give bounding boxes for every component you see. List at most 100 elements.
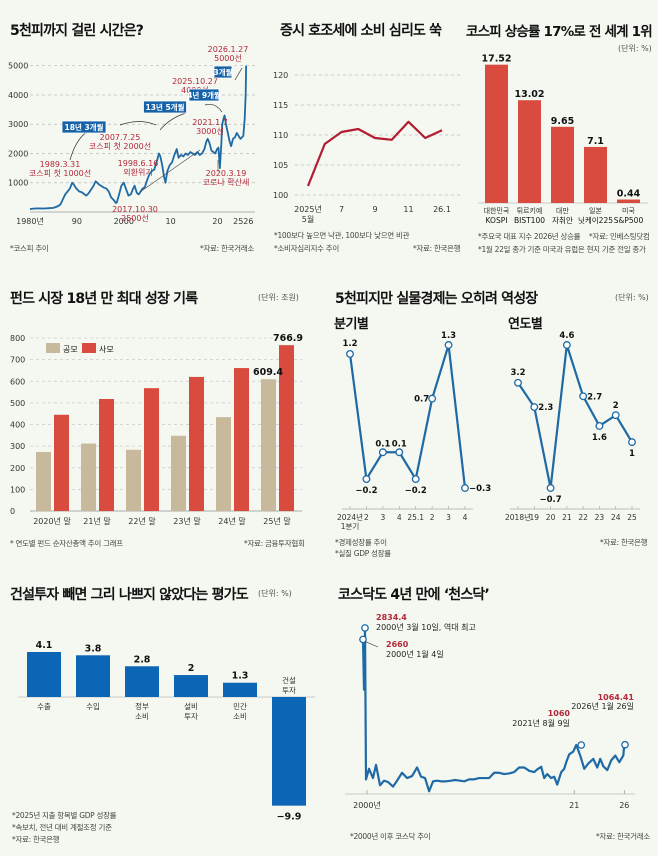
annotation-value: 1064.41 bbox=[598, 693, 635, 702]
y-tick-label: 200 bbox=[10, 464, 25, 473]
leader-line bbox=[364, 641, 379, 648]
annotation-value: 2834.4 bbox=[376, 613, 407, 622]
data-point bbox=[562, 341, 571, 349]
category-label: 소비 bbox=[135, 712, 149, 721]
bar-value-label: 9.65 bbox=[551, 116, 574, 127]
x-tick-label: 5월 bbox=[302, 214, 314, 224]
construction-unit: (단위: %) bbox=[258, 589, 292, 598]
data-point bbox=[530, 403, 539, 412]
kospi-panel: 5천피까지 걸린 시간은? 1000 2000 3000 4000 5000 1980년 9… bbox=[0, 0, 265, 270]
x-tick-label: 20 bbox=[546, 513, 556, 522]
arrow bbox=[204, 103, 223, 113]
y-tick-label: 500 bbox=[10, 399, 25, 408]
bar-value-label: 2.8 bbox=[134, 654, 151, 665]
x-tick-label: 4 bbox=[463, 513, 468, 522]
annotation-label: 2026년 1월 26일 bbox=[571, 701, 634, 711]
data-point bbox=[514, 378, 522, 387]
annotation-value: 1060 bbox=[548, 709, 571, 718]
annotation-date: 2007.7.25 bbox=[100, 133, 141, 142]
data-label: 3.2 bbox=[510, 368, 525, 378]
category-label: 대한민국 bbox=[484, 206, 510, 215]
x-tick-label: 3 bbox=[380, 513, 385, 522]
bar-사모 bbox=[189, 376, 204, 511]
x-tick-label: 25 bbox=[627, 513, 637, 522]
annotation-label: 2000년 3월 10일, 역대 최고 bbox=[376, 622, 476, 632]
data-point bbox=[395, 448, 404, 457]
kosdaq-line bbox=[361, 626, 626, 793]
y-tick-label: 800 bbox=[10, 334, 25, 343]
badge bbox=[188, 88, 220, 102]
category-label: 건설 bbox=[282, 675, 296, 685]
fund-unit: (단위: 조원) bbox=[258, 293, 299, 302]
badge bbox=[61, 120, 107, 134]
kospi-source: *자료: 한국거래소 bbox=[200, 244, 254, 253]
csi-panel: 증시 호조세에 소비 심리도 쑥 100 105 110 115 120 2025년 5월 7… bbox=[270, 0, 465, 270]
x-tick-label: 25.1 bbox=[407, 513, 424, 522]
y-tick-label: 110 bbox=[273, 131, 288, 140]
annotation-date: 2021.1.7 bbox=[192, 118, 228, 127]
category-label: 민간 bbox=[233, 701, 247, 711]
x-tick-label: 24년 말 bbox=[218, 516, 246, 526]
gdp-note-2: *실질 GDP 성장률 bbox=[335, 549, 391, 558]
gdp-source: *자료: 한국은행 bbox=[600, 538, 648, 547]
data-label: −0.3 bbox=[469, 484, 491, 494]
returns-note-1: *주요국 대표 지수 2026년 상승률 bbox=[478, 232, 581, 241]
badge bbox=[143, 100, 187, 114]
fund-panel: 펀드 시장 18년 만 최대 성장 기록 (단위: 조원) 0 100 200 300… bbox=[0, 280, 320, 560]
fund-chart: 0 100 200 300 400 500 600 700 800 2020년 말 21년 말 22년… bbox=[10, 333, 303, 526]
kospi-title: 5천피까지 걸린 시간은? bbox=[10, 23, 144, 39]
data-point bbox=[444, 341, 453, 349]
bar-value-label: 1.3 bbox=[232, 671, 249, 682]
y-tick-label: 105 bbox=[273, 161, 288, 170]
highlight-point bbox=[621, 740, 629, 749]
highlight-point bbox=[577, 741, 586, 749]
category-label: 튀르키예 bbox=[517, 206, 543, 215]
x-tick-label: 26 bbox=[619, 801, 629, 810]
bar-사모 bbox=[279, 345, 294, 511]
data-point bbox=[611, 411, 620, 420]
bar-value-label: 2 bbox=[188, 663, 195, 674]
data-label: 1.3 bbox=[441, 331, 456, 341]
category-label: 수출 bbox=[37, 701, 51, 711]
construction-note-1: *2025년 지출 항목별 GDP 성장률 bbox=[12, 811, 117, 820]
x-tick-label: 2018년 bbox=[505, 512, 531, 522]
y-tick-label: 400 bbox=[10, 421, 25, 430]
fund-note: * 연도별 펀드 순자산총액 추이 그래프 bbox=[10, 539, 123, 548]
bar-value-label: 0.44 bbox=[617, 189, 641, 200]
returns-note-2: *1월 22일 종가 기준 미국과 유럽은 현지 기준 전일 종가 bbox=[478, 245, 646, 254]
bar-사모 bbox=[99, 398, 114, 511]
annotation-label: 2500선 bbox=[121, 214, 149, 223]
category-label: 수입 bbox=[86, 702, 100, 711]
x-tick-label: 2000 bbox=[114, 217, 134, 226]
bar-사모 bbox=[54, 414, 69, 511]
returns-source: *자료: 인베스팅닷컴 bbox=[589, 232, 650, 241]
x-tick-label: 2020년 말 bbox=[33, 516, 71, 526]
x-tick-label: 22년 말 bbox=[128, 516, 156, 526]
category-label: 대만 bbox=[556, 206, 569, 215]
x-tick-label: 23년 말 bbox=[173, 516, 201, 526]
data-point bbox=[346, 349, 354, 358]
annotation-date: 2026.1.27 bbox=[208, 45, 249, 54]
x-tick-label: 19 bbox=[530, 513, 540, 522]
bar bbox=[76, 655, 110, 697]
bar bbox=[518, 100, 541, 203]
data-label: 2 bbox=[613, 401, 619, 411]
x-tick-label: 21 bbox=[569, 801, 579, 810]
bar-value-label: 3.8 bbox=[85, 643, 102, 654]
category-label: 투자 bbox=[282, 686, 296, 695]
x-tick-label: 9 bbox=[372, 205, 377, 214]
construction-note-2: *속보치, 전년 대비 계절조정 기준 bbox=[12, 823, 112, 832]
csi-note-1: *100보다 높으면 낙관, 100보다 낮으면 비관 bbox=[274, 231, 410, 240]
badge bbox=[213, 65, 233, 79]
bar-value-label: 766.9 bbox=[273, 333, 303, 344]
data-point bbox=[546, 484, 555, 492]
bar-value-label: 4.1 bbox=[36, 640, 53, 651]
annotation-value: 2660 bbox=[386, 640, 409, 649]
x-tick-label: 1980년 bbox=[16, 216, 44, 226]
data-label: −0.7 bbox=[539, 495, 561, 505]
data-point bbox=[411, 475, 420, 484]
kospi-line bbox=[29, 65, 248, 210]
